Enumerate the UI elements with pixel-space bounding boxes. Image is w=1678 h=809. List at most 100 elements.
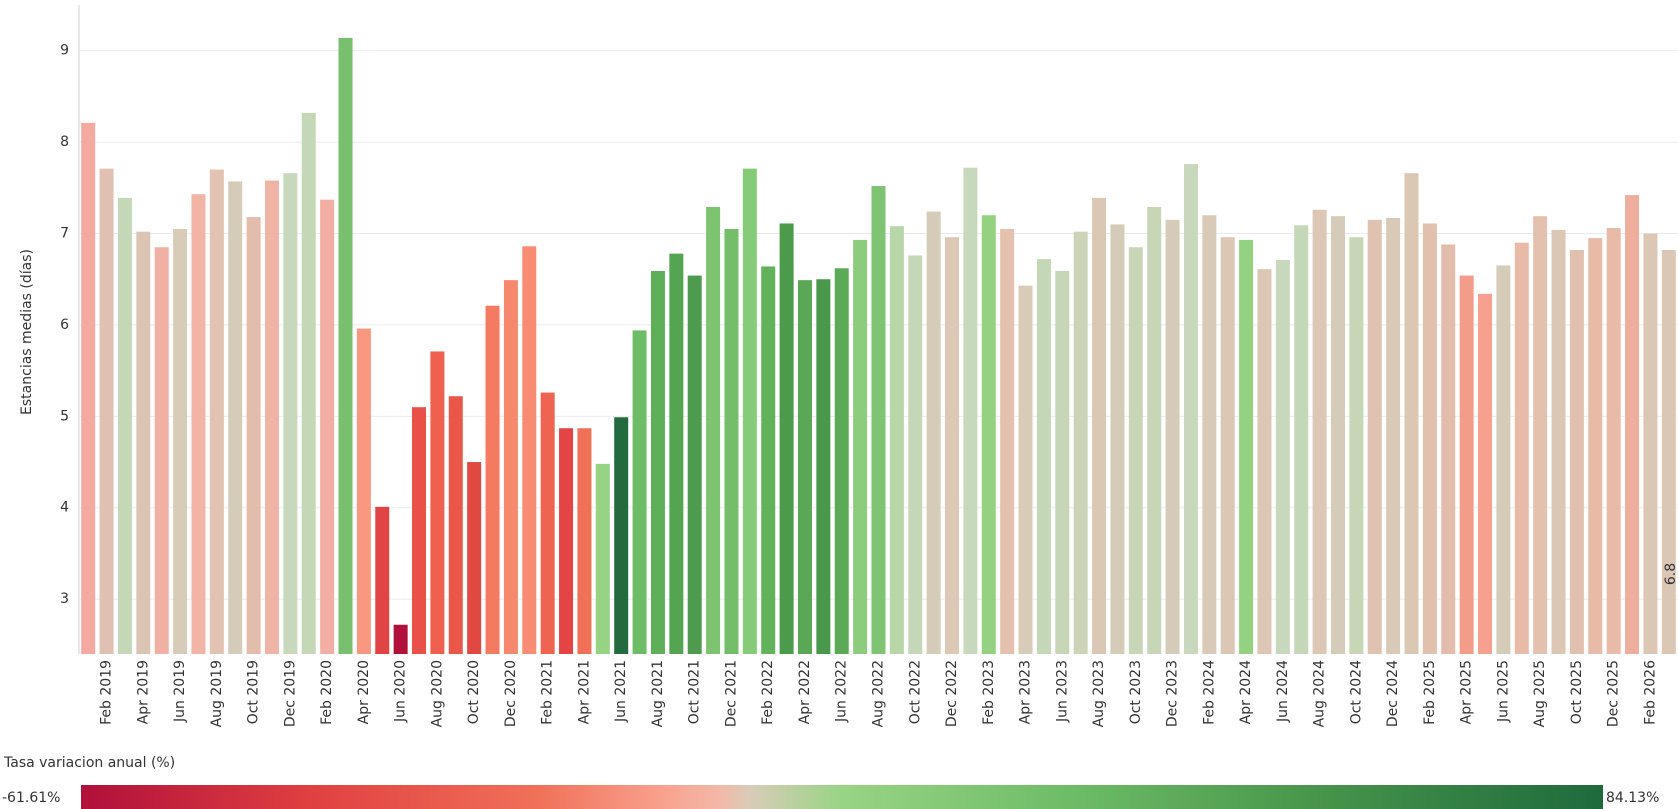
bar: [577, 428, 592, 654]
bar: [81, 122, 96, 655]
x-tick-label: Dec 2025: [1606, 660, 1622, 727]
x-tick-label: Apr 2019: [135, 660, 151, 724]
bar: [154, 247, 169, 654]
bar: [1036, 259, 1051, 654]
bar: [1441, 244, 1456, 654]
bar: [945, 237, 960, 654]
bar: [99, 168, 114, 654]
x-tick-label: Apr 2025: [1459, 660, 1475, 724]
legend-title: Tasa variacion anual (%): [3, 755, 175, 771]
x-tick-label: Aug 2024: [1312, 660, 1328, 728]
legend-max: 84.13%: [1606, 790, 1659, 806]
bar: [1661, 249, 1676, 654]
bar: [1294, 225, 1309, 654]
bar: [779, 223, 794, 655]
bar: [1275, 260, 1290, 654]
x-tick-label: Apr 2022: [797, 660, 813, 724]
x-tick-label: Oct 2020: [466, 660, 482, 724]
bar: [1018, 285, 1033, 654]
bar: [761, 266, 776, 654]
bar: [632, 330, 647, 654]
x-tick-label: Jun 2024: [1275, 660, 1291, 723]
bar: [724, 228, 739, 655]
x-tick-label: Apr 2021: [576, 660, 592, 724]
bar: [926, 211, 941, 654]
x-tick-label: Feb 2023: [981, 660, 997, 725]
x-tick-label: Feb 2021: [540, 660, 556, 725]
bar: [706, 207, 721, 654]
x-tick-label: Dec 2020: [503, 660, 519, 727]
bar: [1422, 223, 1437, 655]
x-tick-label: Apr 2023: [1018, 660, 1034, 724]
x-tick-label: Aug 2023: [1091, 660, 1107, 727]
x-tick-label: Feb 2026: [1642, 660, 1658, 725]
bar: [503, 280, 518, 654]
legend-min: -61.61%: [2, 790, 60, 806]
x-tick-label: Oct 2023: [1128, 660, 1144, 724]
x-tick-label: Jun 2023: [1054, 660, 1070, 723]
x-tick-label: Aug 2021: [650, 660, 666, 727]
y-tick-label: 8: [60, 134, 69, 150]
x-tick-label: Feb 2019: [99, 660, 115, 725]
bar: [522, 246, 537, 655]
x-tick-label: Dec 2024: [1385, 660, 1401, 727]
x-tick-label: Oct 2024: [1348, 660, 1364, 724]
bar: [1551, 229, 1566, 654]
x-tick-label: Feb 2020: [319, 660, 335, 725]
bar: [889, 226, 904, 655]
bar: [1110, 224, 1125, 654]
bar: [1643, 233, 1658, 655]
bar: [1000, 228, 1015, 655]
bar: [1459, 275, 1474, 654]
x-tick-label: Dec 2023: [1165, 660, 1181, 727]
bar: [981, 215, 996, 654]
y-tick-label: 3: [60, 591, 69, 607]
bar: [1257, 269, 1272, 654]
bar: [136, 231, 151, 654]
bar: [1312, 209, 1327, 654]
bar: [264, 180, 279, 655]
bar: [853, 239, 868, 654]
bar: [614, 417, 629, 654]
bar: [1478, 293, 1493, 654]
bar: [467, 462, 482, 654]
x-tick-label: Oct 2019: [246, 660, 262, 724]
bar: [320, 199, 335, 654]
bar: [871, 185, 886, 654]
bar: [1147, 207, 1162, 654]
x-tick-label: Apr 2024: [1238, 660, 1254, 724]
x-tick-label: Jun 2025: [1495, 660, 1511, 723]
bar: [1367, 219, 1382, 654]
bar: [1569, 249, 1584, 654]
bar: [1092, 197, 1107, 654]
bar: [963, 167, 978, 655]
bar: [595, 463, 610, 654]
bar: [191, 194, 206, 654]
color-scale: [81, 785, 1603, 809]
x-tick-label: Oct 2021: [687, 660, 703, 724]
bar: [1625, 195, 1640, 654]
x-tick-label: Feb 2025: [1422, 660, 1438, 725]
x-tick-label: Dec 2019: [282, 660, 298, 727]
x-tick-label: Aug 2025: [1532, 660, 1548, 727]
x-tick-label: Oct 2025: [1569, 660, 1585, 724]
bar: [209, 169, 224, 654]
bar: [669, 253, 684, 654]
x-tick-label: Jun 2020: [393, 660, 409, 723]
x-tick-label: Jun 2019: [172, 660, 188, 723]
y-axis-label: Estancias medias (días): [19, 249, 35, 415]
x-tick-label: Jun 2021: [613, 660, 629, 723]
bar: [1183, 164, 1198, 654]
bar: [1386, 217, 1401, 654]
x-tick-label: Oct 2022: [907, 660, 923, 724]
bar: [430, 351, 445, 654]
bar: [742, 168, 757, 654]
x-tick-label: Dec 2021: [723, 660, 739, 727]
bar: [485, 305, 500, 654]
bar: [1128, 247, 1143, 654]
bar: [1514, 242, 1529, 654]
bar: [908, 255, 923, 654]
y-tick-label: 7: [60, 226, 69, 242]
x-tick-label: Dec 2022: [944, 660, 960, 727]
